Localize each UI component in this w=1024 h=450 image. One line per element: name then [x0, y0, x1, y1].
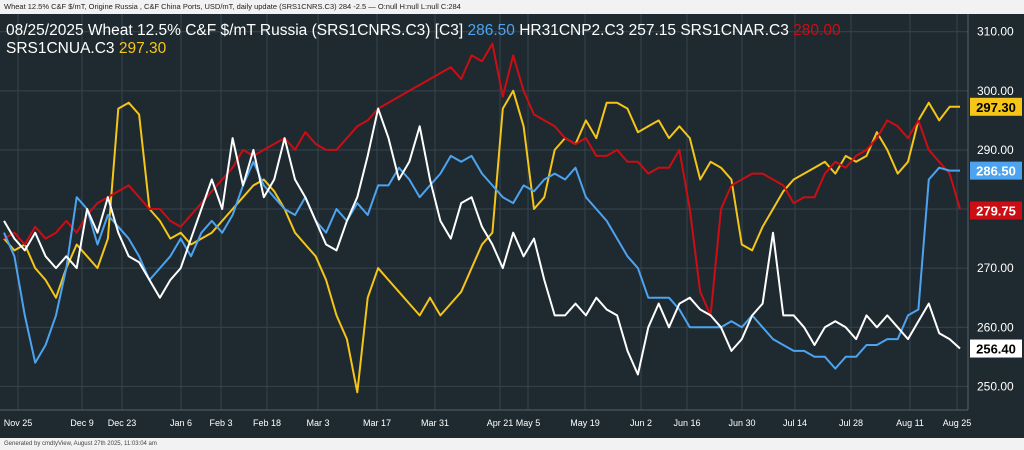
y-tick-label: 270.00 [977, 261, 1014, 275]
x-tick-label: Feb 3 [209, 418, 232, 428]
y-tick-label: 260.00 [977, 320, 1014, 334]
end-value-label: 279.75 [976, 204, 1016, 219]
x-tick-label: Mar 31 [421, 418, 449, 428]
end-value-label: 297.30 [976, 100, 1016, 115]
legend-s2: HR31CNP2.C3 257.15 [519, 22, 680, 39]
legend-s3-value: 280.00 [793, 22, 841, 39]
legend-title: 08/25/2025 Wheat 12.5% C&F $/mT Russia (… [6, 22, 467, 39]
price-chart[interactable]: 250.00 260.00 270.00 280.00 290.00 300.00 310.… [0, 14, 1024, 438]
x-tick-label: Aug 25 [943, 418, 972, 428]
x-tick-label: Jan 6 [170, 418, 192, 428]
series-line-srs1cnrs-c3[interactable] [3, 154, 960, 370]
y-tick-label: 310.00 [977, 25, 1014, 39]
x-tick-label: Nov 25 [4, 418, 33, 428]
y-tick-label: 300.00 [977, 84, 1014, 98]
end-value-badge [970, 161, 1022, 180]
end-value-badge [970, 201, 1022, 220]
legend-s1-value: 286.50 [467, 22, 519, 39]
x-tick-label: May 5 [516, 418, 541, 428]
x-tick-label: Apr 21 [487, 418, 514, 428]
x-tick-label: Dec 23 [108, 418, 137, 428]
x-tick-label: Jun 30 [728, 418, 755, 428]
series-line-hr31cnp2-c3[interactable] [3, 107, 961, 376]
x-tick-label: Mar 3 [306, 418, 329, 428]
legend-s3-name: SRS1CNAR.C3 [680, 22, 793, 39]
x-tick-label: Mar 17 [363, 418, 391, 428]
legend-s4-value: 297.30 [119, 40, 167, 57]
y-tick-label: 250.00 [977, 379, 1014, 393]
end-value-badge [970, 97, 1022, 116]
x-tick-label: Dec 9 [70, 418, 94, 428]
x-tick-label: Jun 16 [673, 418, 700, 428]
footer-credit: Generated by cmdtyView, August 27th 2025… [0, 438, 1024, 450]
y-tick-label: 290.00 [977, 143, 1014, 157]
x-tick-label: Jul 28 [839, 418, 863, 428]
chart-header-text: Wheat 12.5% C&F $/mT, Origine Russia , C… [0, 0, 1024, 14]
end-value-label: 286.50 [976, 164, 1016, 179]
x-tick-label: Jun 2 [630, 418, 652, 428]
end-value-badge [970, 339, 1022, 358]
chart-area: 250.00 260.00 270.00 280.00 290.00 300.00 310.… [0, 14, 1024, 438]
x-tick-label: May 19 [570, 418, 600, 428]
legend-line-1: 08/25/2025 Wheat 12.5% C&F $/mT Russia (… [6, 22, 841, 39]
legend-s4-name: SRS1CNUA.C3 [6, 40, 119, 57]
legend-line-2: SRS1CNUA.C3 297.30 [6, 40, 167, 57]
end-value-label: 256.40 [976, 342, 1016, 357]
series-line-srs1cnua-c3[interactable] [3, 89, 960, 394]
x-tick-label: Feb 18 [253, 418, 281, 428]
x-tick-label: Aug 11 [896, 418, 924, 428]
x-tick-label: Jul 14 [783, 418, 807, 428]
series-line-srs1cnar-c3[interactable] [3, 42, 961, 317]
